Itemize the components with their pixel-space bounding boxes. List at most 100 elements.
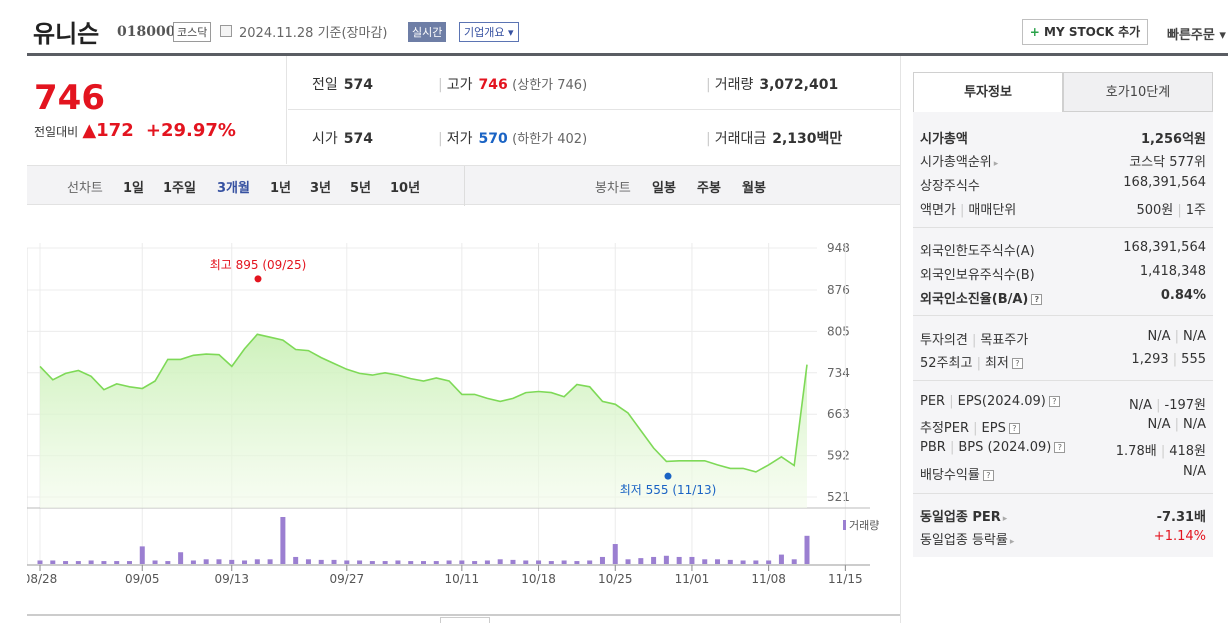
foreign-ratio-value: 0.84% [1160,288,1206,303]
volume-bar [421,561,426,564]
foreign-hold-value: 1,418,348 [1139,264,1206,279]
diff-rate: +29.97% [145,120,236,141]
shares-value: 168,391,564 [1123,175,1206,190]
help-icon[interactable]: ? [1054,442,1066,453]
volume-bar [715,559,721,564]
volume-bar [216,559,222,564]
y-tick-label: 521 [827,490,850,504]
tab-investment-info[interactable]: 투자정보 [913,72,1063,112]
volume-label: 거래량 [714,77,754,93]
market-cap-rank-label[interactable]: 시가총액순위 ▸ [920,155,999,170]
industry-per-label[interactable]: 동일업종 PER ▸ [920,510,1008,525]
period-divider [464,166,465,206]
bottom-divider [27,614,900,616]
volume-bar [459,560,465,564]
mystock-label: MY STOCK 추가 [1044,25,1141,39]
period-1w[interactable]: 1주일 [163,181,196,196]
mystock-add-button[interactable]: + MY STOCK 추가 [1022,19,1148,45]
diff-value: 172 [96,120,134,141]
help-icon[interactable]: ? [982,470,994,481]
volume-bar [229,559,235,564]
volume-bar [63,561,69,564]
stock-name: 유니슨 [33,20,100,48]
candle-monthly[interactable]: 월봉 [742,181,766,196]
divider [913,493,1213,494]
volume-bar [791,559,797,564]
help-icon[interactable]: ? [1011,358,1023,369]
y-tick-label: 805 [827,324,850,338]
trade-value-label: 거래대금 [714,131,767,147]
period-3m[interactable]: 3개월 [217,181,250,196]
help-icon[interactable]: ? [1031,294,1043,305]
price-change-row: 전일대비 ▲172 +29.97% [34,120,236,141]
volume-bar [497,559,503,564]
tab-order-book[interactable]: 호가10단계 [1063,72,1213,112]
volume-bar [267,559,273,564]
prev-close-label: 전일 [312,77,338,93]
x-tick-label: 08/28 [27,572,57,586]
period-bar: 선차트 1일 1주일 3개월 1년 3년 5년 10년 봉차트 일봉 주봉 월봉 [27,165,900,206]
volume-bar [101,561,107,564]
period-3y[interactable]: 3년 [310,181,332,196]
par-unit-label: 액면가 | 매매단위 [920,203,1017,218]
volume-bar [599,556,605,564]
chart-svg: 948 876 805 734 663 592 521 08/28 09/05 09/13 09/2… [23,241,940,586]
open-value: 574 [343,131,373,147]
period-5y[interactable]: 5년 [350,181,372,196]
market-cap-rank-value: 코스닥 577위 [1129,155,1206,170]
candle-weekly[interactable]: 주봉 [697,181,721,196]
volume-bar [561,560,567,564]
period-1y[interactable]: 1년 [270,181,292,196]
high-label: 고가 [446,77,473,93]
price-chart[interactable]: 948 876 805 734 663 592 521 08/28 09/05 09/13 09/2… [23,205,940,615]
realtime-badge[interactable]: 실시간 [408,22,447,42]
stock-code: 018000 [117,24,176,40]
divider [913,227,1213,228]
pbr-bps-label: PBR | BPS (2024.09)? [920,440,1066,455]
investment-info-panel: 시가총액 1,256억원 시가총액순위 ▸ 코스닥 577위 상장주식수 168,391… [913,112,1213,557]
volume-bar [242,560,248,564]
help-icon[interactable]: ? [1008,423,1020,434]
x-tick-label: 09/13 [214,572,249,586]
x-tick-label: 10/11 [445,572,480,586]
x-tick-label: 11/08 [751,572,786,586]
volume-bar [753,560,759,564]
industry-rate-label[interactable]: 동일업종 등락률 ▸ [920,533,1015,548]
volume-bar [663,555,669,564]
company-overview-dropdown[interactable]: 기업개요 ▾ [459,22,519,42]
par-unit-value: 500원 | 1주 [1136,203,1206,218]
volume-bar [638,558,644,564]
volume-bar [766,560,772,564]
help-icon[interactable]: ? [1048,396,1060,407]
volume-bar [587,560,593,564]
est-per-eps-label: 추정PER | EPS? [920,417,1020,436]
volume-bar [114,561,120,564]
x-tick-label: 11/01 [675,572,710,586]
industry-rate-value: +1.14% [1153,529,1206,544]
price-box [27,56,287,164]
volume-bar [804,535,810,564]
volume-bar [523,560,529,564]
volume-bar [778,554,784,564]
volume-bar [702,559,708,564]
dividend-label: 배당수익률? [920,464,994,483]
bottom-tab-handle[interactable] [440,617,490,623]
foreign-limit-value: 168,391,564 [1123,240,1206,255]
volume-bar [408,561,414,564]
sidebar-divider [900,56,901,623]
per-eps-value: N/A | -197원 [1129,398,1206,413]
x-tick-label: 09/27 [330,572,365,586]
quick-order-button[interactable]: 빠른주문 ▾ [1167,28,1226,43]
volume-bar [178,552,184,564]
w52-label: 52주최고 | 최저? [920,352,1023,371]
per-eps-label: PER | EPS(2024.09)? [920,394,1060,409]
period-1d[interactable]: 1일 [123,181,145,196]
volume-bar [625,559,631,564]
foreign-hold-label: 외국인보유주식수(B) [920,268,1035,283]
volume-bar [165,561,171,564]
period-10y[interactable]: 10년 [390,181,421,196]
candle-daily[interactable]: 일봉 [652,181,676,196]
lower-limit: (하한가 402) [512,132,588,147]
opinion-target-value: N/A | N/A [1147,329,1206,344]
line-chart-label: 선차트 [67,181,103,196]
